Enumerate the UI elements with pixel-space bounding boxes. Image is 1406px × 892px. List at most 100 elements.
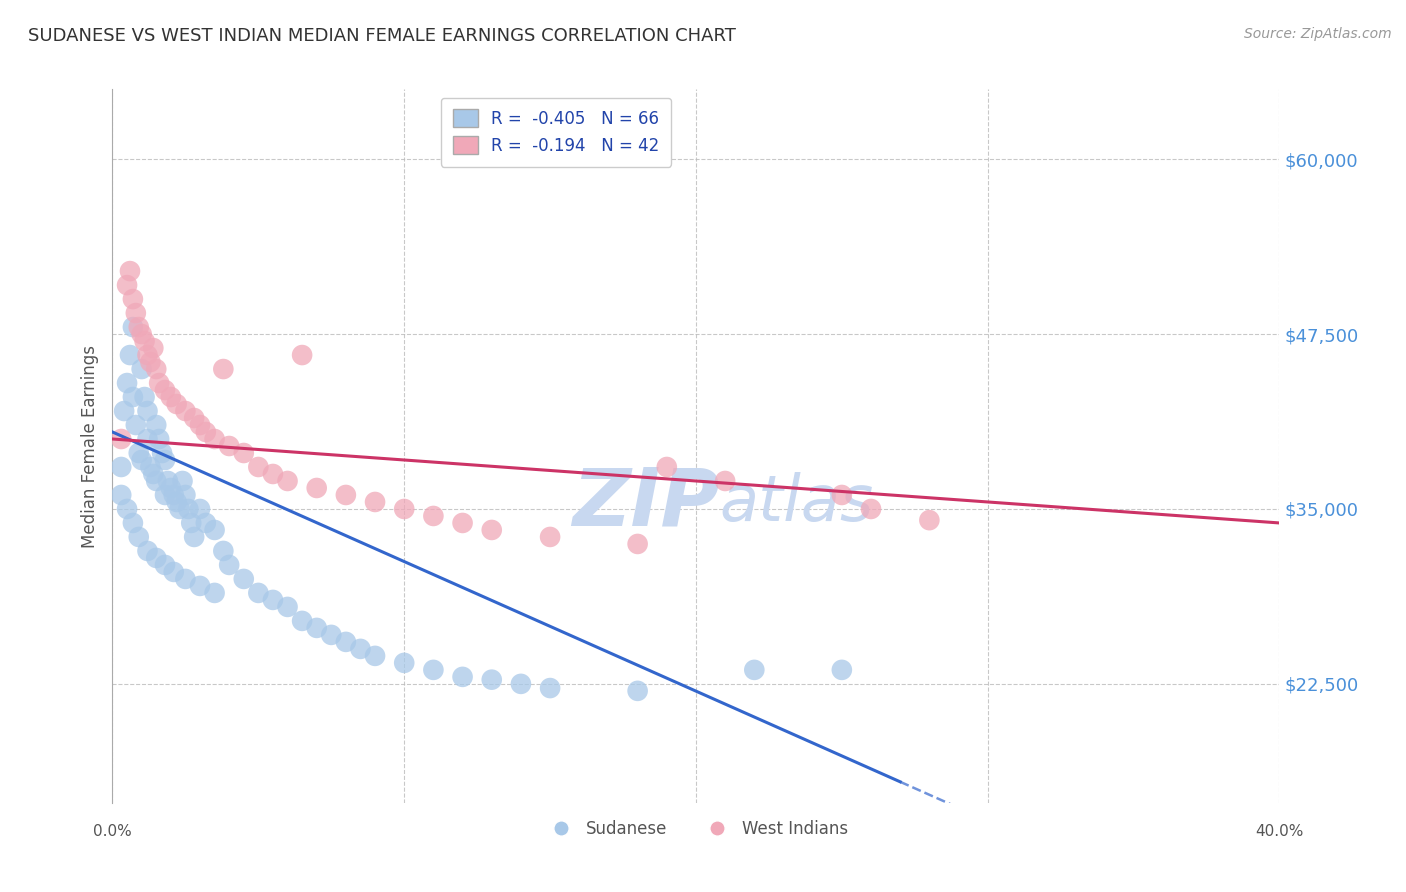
Point bbox=[247, 460, 270, 475]
Point bbox=[262, 467, 284, 481]
Point bbox=[262, 593, 284, 607]
Point bbox=[218, 558, 240, 572]
Point bbox=[122, 292, 145, 306]
Point bbox=[177, 502, 200, 516]
Point bbox=[394, 656, 416, 670]
Point bbox=[276, 474, 298, 488]
Point bbox=[110, 432, 132, 446]
Point bbox=[212, 544, 235, 558]
Text: 0.0%: 0.0% bbox=[93, 824, 132, 839]
Point bbox=[142, 341, 165, 355]
Point bbox=[422, 663, 444, 677]
Point bbox=[321, 628, 343, 642]
Point bbox=[145, 474, 167, 488]
Point bbox=[148, 432, 170, 446]
Point bbox=[714, 474, 737, 488]
Point bbox=[194, 425, 217, 439]
Point bbox=[166, 495, 188, 509]
Point bbox=[538, 681, 561, 695]
Point bbox=[128, 530, 150, 544]
Point bbox=[742, 663, 765, 677]
Text: atlas: atlas bbox=[720, 472, 873, 534]
Point bbox=[150, 446, 173, 460]
Point bbox=[364, 495, 387, 509]
Point bbox=[276, 599, 298, 614]
Point bbox=[364, 648, 387, 663]
Point bbox=[145, 550, 167, 565]
Point bbox=[481, 673, 503, 687]
Point bbox=[118, 348, 141, 362]
Text: Source: ZipAtlas.com: Source: ZipAtlas.com bbox=[1244, 27, 1392, 41]
Point bbox=[131, 327, 153, 342]
Point bbox=[218, 439, 240, 453]
Point bbox=[163, 488, 186, 502]
Point bbox=[180, 516, 202, 530]
Point bbox=[142, 467, 165, 481]
Point bbox=[335, 635, 357, 649]
Point bbox=[134, 334, 156, 348]
Point bbox=[451, 516, 474, 530]
Point bbox=[174, 572, 197, 586]
Point bbox=[204, 586, 226, 600]
Point bbox=[627, 537, 650, 551]
Point bbox=[247, 586, 270, 600]
Point bbox=[131, 362, 153, 376]
Point bbox=[136, 432, 159, 446]
Point bbox=[188, 417, 211, 432]
Point bbox=[509, 677, 531, 691]
Point bbox=[291, 614, 314, 628]
Point bbox=[128, 320, 150, 334]
Point bbox=[169, 502, 191, 516]
Point bbox=[139, 460, 162, 475]
Point bbox=[134, 390, 156, 404]
Point bbox=[110, 460, 132, 475]
Point bbox=[188, 502, 211, 516]
Point bbox=[115, 376, 138, 390]
Point bbox=[305, 481, 328, 495]
Point bbox=[194, 516, 217, 530]
Point bbox=[305, 621, 328, 635]
Point bbox=[174, 488, 197, 502]
Point bbox=[160, 481, 183, 495]
Point bbox=[153, 453, 176, 467]
Text: SUDANESE VS WEST INDIAN MEDIAN FEMALE EARNINGS CORRELATION CHART: SUDANESE VS WEST INDIAN MEDIAN FEMALE EA… bbox=[28, 27, 735, 45]
Point bbox=[422, 508, 444, 523]
Point bbox=[335, 488, 357, 502]
Point bbox=[139, 355, 162, 369]
Point bbox=[153, 383, 176, 397]
Point bbox=[145, 362, 167, 376]
Point bbox=[291, 348, 314, 362]
Text: 40.0%: 40.0% bbox=[1256, 824, 1303, 839]
Point bbox=[122, 390, 145, 404]
Point bbox=[145, 417, 167, 432]
Point bbox=[627, 684, 650, 698]
Point bbox=[166, 397, 188, 411]
Point bbox=[232, 572, 254, 586]
Point bbox=[136, 544, 159, 558]
Point bbox=[115, 278, 138, 293]
Point bbox=[153, 558, 176, 572]
Point bbox=[131, 453, 153, 467]
Point bbox=[128, 446, 150, 460]
Point bbox=[122, 320, 145, 334]
Point bbox=[451, 670, 474, 684]
Point bbox=[918, 513, 941, 527]
Point bbox=[349, 641, 371, 656]
Point bbox=[160, 390, 183, 404]
Point bbox=[163, 565, 186, 579]
Legend: Sudanese, West Indians: Sudanese, West Indians bbox=[537, 814, 855, 845]
Point bbox=[204, 523, 226, 537]
Point bbox=[125, 306, 148, 320]
Point bbox=[115, 502, 138, 516]
Point bbox=[153, 488, 176, 502]
Point bbox=[212, 362, 235, 376]
Point bbox=[538, 530, 561, 544]
Point bbox=[481, 523, 503, 537]
Point bbox=[110, 488, 132, 502]
Y-axis label: Median Female Earnings: Median Female Earnings bbox=[80, 344, 98, 548]
Point bbox=[394, 502, 416, 516]
Point bbox=[831, 663, 853, 677]
Point bbox=[174, 404, 197, 418]
Point bbox=[232, 446, 254, 460]
Point bbox=[183, 530, 205, 544]
